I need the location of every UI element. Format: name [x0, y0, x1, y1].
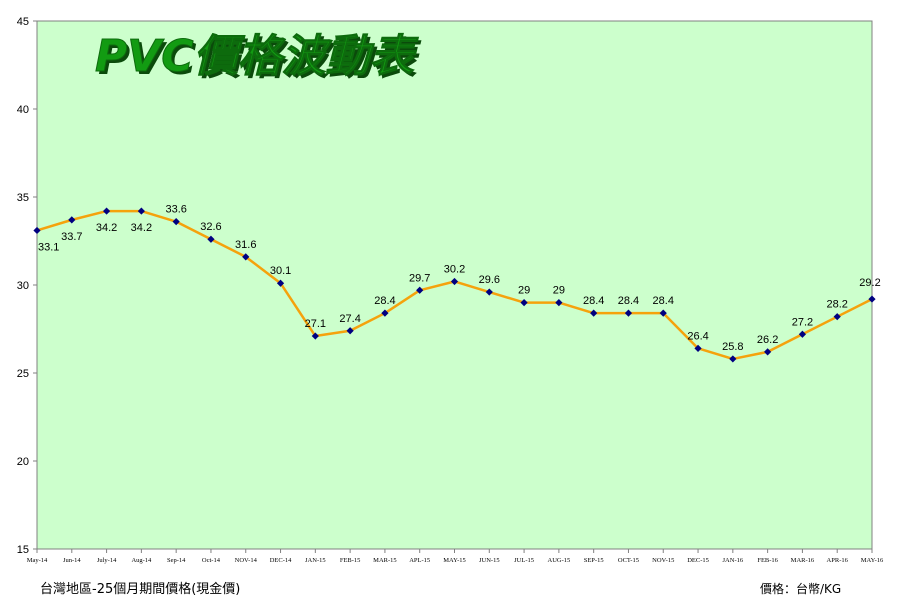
footer-unit-note: 價格：台幣/KG: [760, 582, 842, 596]
data-point-marker: [102, 207, 111, 215]
x-tick-label: JAN-15: [305, 557, 326, 564]
y-tick-label: 20: [17, 456, 29, 468]
data-point-marker: [242, 253, 250, 261]
data-point-marker: [729, 355, 737, 363]
data-label: 34.2: [131, 222, 152, 234]
x-tick-label: APR-16: [827, 557, 849, 564]
footer-region-note: 台灣地區-25個月期間價格(現金價): [40, 582, 241, 597]
data-point-marker: [590, 309, 598, 317]
x-tick-label: July-14: [97, 557, 117, 564]
data-point-marker: [346, 327, 354, 335]
data-point-marker: [555, 299, 563, 307]
x-tick-label: MAR-15: [373, 557, 396, 564]
y-tick-label: 15: [17, 544, 29, 556]
data-point-marker: [833, 313, 841, 321]
data-point-marker: [137, 207, 145, 215]
x-tick-label: FEB-15: [340, 557, 361, 564]
data-label: 28.4: [374, 295, 395, 307]
data-point-marker: [172, 218, 180, 226]
data-point-marker: [485, 288, 493, 296]
chart-title: PVC價格波動表: [95, 31, 419, 82]
x-tick-label: MAY-16: [861, 557, 884, 564]
chart-title-shadow: PVC價格波動表: [98, 34, 422, 85]
data-label: 27.1: [305, 318, 326, 330]
x-tick-label: APL-15: [409, 557, 430, 564]
x-tick-label: DEC-15: [687, 557, 709, 564]
data-point-marker: [798, 330, 807, 338]
x-axis: May-14 Jun-14 July-14 Aug-14 Sep-14 Oct-14 NOV…: [27, 549, 884, 564]
price-series: 33.133.7 34.2 34.2 33.6 32.6 31.6 30.1 27.1 27.4…: [33, 204, 881, 363]
data-label: 28.4: [618, 295, 639, 307]
data-label: 27.2: [792, 316, 813, 328]
data-label: 25.8: [722, 341, 743, 353]
data-point-marker: [694, 344, 702, 352]
data-point-marker: [416, 286, 424, 294]
x-tick-label: DEC-14: [270, 557, 292, 564]
x-tick-label: Sep-14: [167, 557, 186, 564]
data-label: 27.4: [339, 313, 360, 325]
x-tick-label: MAR-16: [791, 557, 815, 564]
y-tick-label: 25: [17, 368, 29, 380]
x-tick-label: Jun-14: [63, 557, 81, 564]
data-label: 28.4: [583, 295, 604, 307]
data-point-marker: [276, 279, 285, 287]
y-tick-label: 35: [17, 192, 29, 204]
x-tick-label: OCT-15: [618, 557, 639, 564]
data-point-marker: [207, 235, 215, 243]
data-label: 26.2: [757, 334, 778, 346]
data-point-marker: [659, 309, 667, 317]
data-label: 33.7: [61, 231, 82, 243]
data-label: 29.2: [859, 277, 880, 289]
x-tick-label: SEP-15: [584, 557, 604, 564]
x-tick-label: NOV-14: [235, 557, 258, 564]
data-label: 34.2: [96, 222, 117, 234]
x-tick-label: JAN-16: [723, 557, 744, 564]
x-tick-label: May-14: [27, 557, 48, 564]
data-label: 29: [553, 285, 565, 297]
x-tick-label: JUL-15: [514, 557, 534, 564]
data-point-marker: [764, 348, 772, 356]
data-point-marker: [868, 295, 876, 303]
data-point-marker: [520, 299, 528, 307]
y-tick-label: 30: [17, 280, 29, 292]
data-point-marker: [33, 226, 41, 235]
x-tick-label: Oct-14: [202, 557, 221, 564]
data-label: 28.2: [826, 299, 847, 311]
data-label: 31.6: [235, 239, 256, 251]
data-point-marker: [450, 277, 459, 286]
data-label: 32.6: [200, 221, 221, 233]
x-tick-label: MAY-15: [443, 557, 466, 564]
data-point-marker: [381, 309, 389, 317]
data-label: 33.6: [165, 204, 186, 216]
data-label: 30.1: [270, 265, 291, 277]
x-tick-label: Aug-14: [131, 557, 152, 564]
x-tick-label: AUG-15: [548, 557, 571, 564]
y-tick-label: 45: [17, 16, 29, 28]
y-axis: 15 20 25 30 35 40 45: [17, 16, 37, 556]
x-tick-label: NOV-15: [652, 557, 674, 564]
data-label: 29.7: [409, 272, 430, 284]
data-label: 29: [518, 285, 530, 297]
data-label: 28.4: [653, 295, 674, 307]
data-point-marker: [624, 309, 633, 317]
y-tick-label: 40: [17, 104, 29, 116]
data-label: 30.2: [444, 263, 465, 275]
x-tick-label: FEB-16: [757, 557, 778, 564]
x-tick-label: JUN-15: [479, 557, 500, 564]
data-point-marker: [311, 332, 319, 340]
data-point-marker: [68, 216, 76, 224]
data-label: 29.6: [479, 274, 500, 286]
data-label: 26.4: [687, 330, 708, 342]
data-label: 33.1: [38, 241, 59, 253]
